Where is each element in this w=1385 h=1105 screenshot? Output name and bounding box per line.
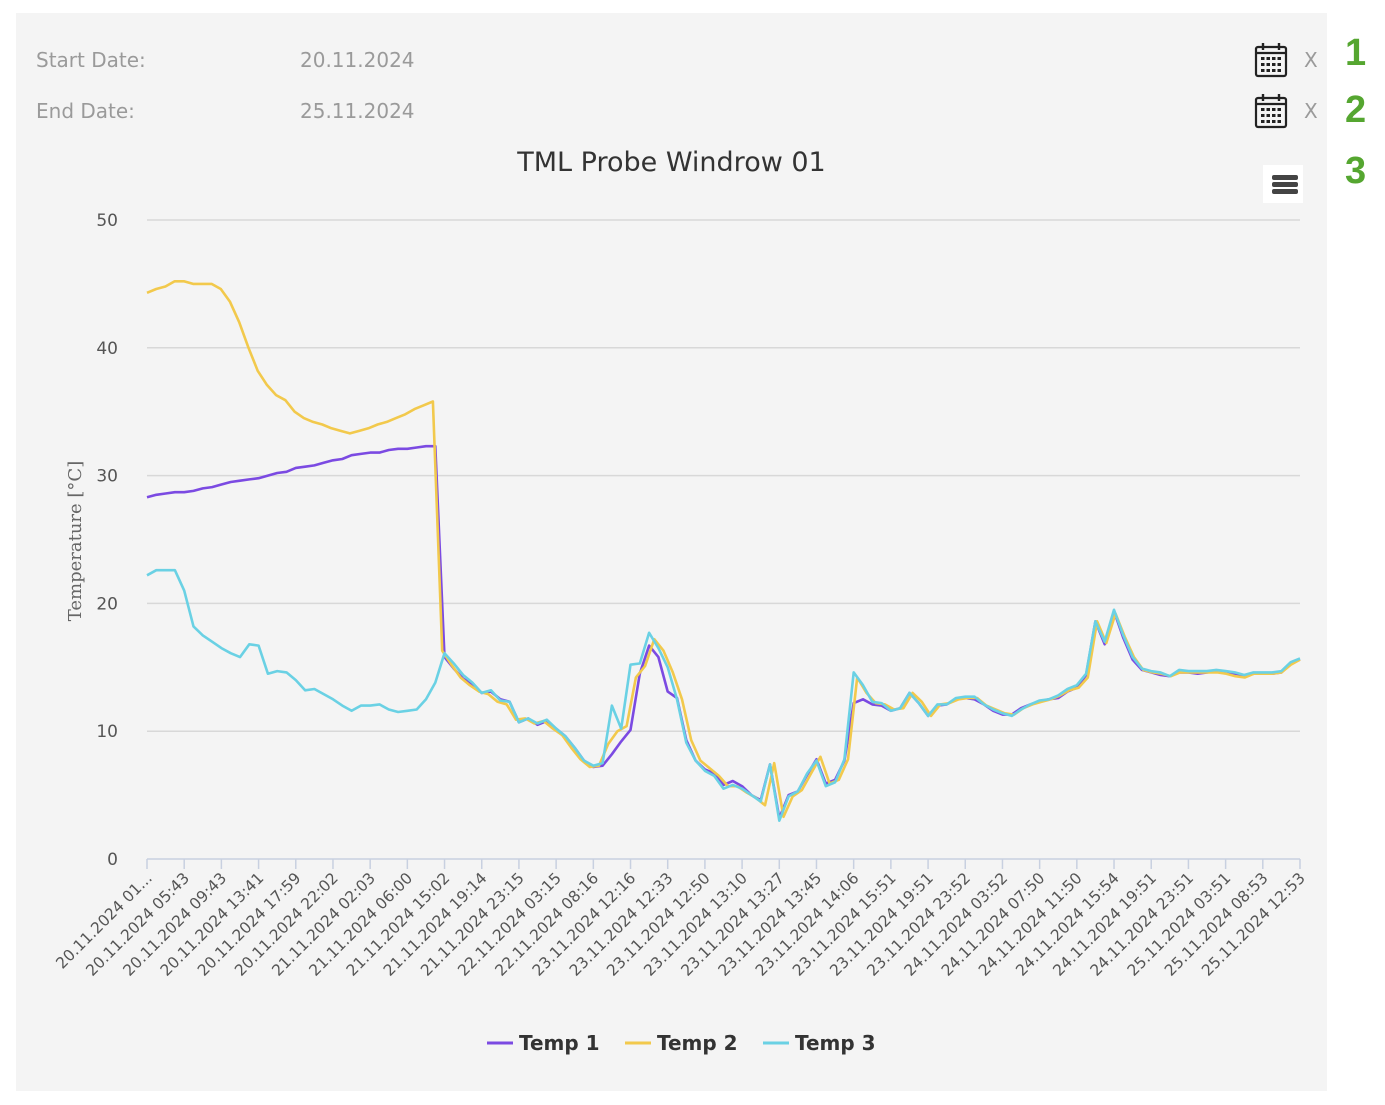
y-tick-label: 50 [96, 211, 118, 231]
series-line-temp-3[interactable] [146, 568, 1301, 823]
annotation-badge-1: 1 [1345, 32, 1367, 74]
end-date-label: End Date: [36, 99, 135, 123]
legend-label: Temp 1 [519, 1031, 600, 1055]
series-line-temp-1[interactable] [146, 444, 1301, 820]
start-date-label: Start Date: [36, 48, 146, 72]
start-date-value[interactable]: 20.11.2024 [300, 48, 415, 72]
annotation-badge-2: 2 [1345, 89, 1367, 131]
annotation-badge-3: 3 [1345, 150, 1367, 192]
start-date-clear-button[interactable]: X [1304, 48, 1318, 72]
chart-menu-button[interactable] [1263, 165, 1303, 203]
end-date-clear-button[interactable]: X [1304, 99, 1318, 123]
legend-item-temp-2[interactable]: Temp 2 [625, 1031, 738, 1055]
calendar-icon[interactable] [1254, 42, 1288, 78]
calendar-icon[interactable] [1254, 93, 1288, 129]
y-tick-label: 20 [96, 594, 118, 614]
hamburger-menu-icon [1272, 189, 1298, 194]
end-date-value[interactable]: 25.11.2024 [300, 99, 415, 123]
legend-label: Temp 3 [795, 1031, 876, 1055]
chart-title: TML Probe Windrow 01 [517, 147, 826, 178]
legend-item-temp-1[interactable]: Temp 1 [487, 1031, 600, 1055]
y-tick-label: 0 [107, 850, 118, 870]
y-axis-title: Temperature [°C] [65, 461, 86, 621]
hamburger-menu-icon [1272, 175, 1298, 180]
y-tick-label: 40 [96, 339, 118, 359]
end-date-row: End Date: 25.11.2024 X [16, 91, 1327, 131]
y-tick-label: 30 [96, 467, 118, 487]
legend-label: Temp 2 [657, 1031, 738, 1055]
y-tick-label: 10 [96, 722, 118, 742]
legend-item-temp-3[interactable]: Temp 3 [763, 1031, 876, 1055]
hamburger-menu-icon [1272, 182, 1298, 187]
start-date-row: Start Date: 20.11.2024 X [16, 40, 1327, 80]
series-line-temp-2[interactable] [146, 279, 1301, 819]
chart-panel: Start Date: 20.11.2024 X End Date: 25.11… [16, 13, 1327, 1091]
